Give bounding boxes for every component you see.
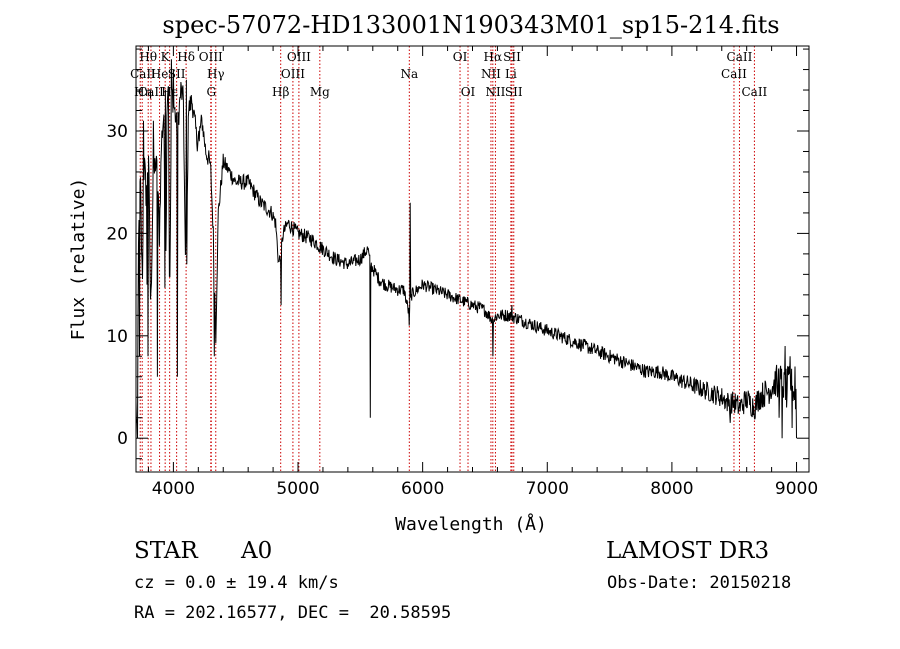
chart-title: spec-57072-HD133001N190343M01_sp15-214.f… [162, 11, 779, 39]
y-tick-label: 10 [106, 327, 128, 347]
line-label-Mg: Mg [310, 85, 330, 99]
line-label-N-II-a: NII [481, 67, 501, 81]
line-label-CaII-c: CaII [741, 85, 767, 99]
object-subclass: A0 [241, 538, 273, 564]
line-label-S-II-c: SII [505, 85, 523, 99]
y-axis-ticks: 0 10 20 30 [106, 48, 809, 460]
x-axis-ticks: 4000 5000 6000 7000 8000 9000 [147, 46, 818, 499]
line-label-Na: Na [400, 67, 418, 81]
line-label-O-III-b: OIII [287, 50, 311, 64]
line-label-O-I-b: OI [461, 85, 476, 99]
y-tick-label: 20 [106, 224, 128, 244]
line-label-H-gamma: Hγ [207, 67, 225, 81]
line-label-H-delta: Hδ [177, 50, 195, 64]
spectrum-line [135, 59, 797, 439]
line-label-N-II-b: NII [485, 85, 505, 99]
survey-name: LAMOST DR3 [606, 538, 770, 564]
line-label-G-band: G [206, 85, 216, 99]
line-label-O-I-a: OI [453, 50, 468, 64]
x-tick-label: 5000 [276, 479, 319, 499]
line-label-CaII-H: CaII [138, 85, 164, 99]
line-label-H-epsilon: Hε [161, 85, 178, 99]
line-label-CaII-a: CaII [727, 50, 753, 64]
observation-date: Obs-Date: 20150218 [607, 573, 792, 593]
coordinates: RA = 202.16577, DEC = 20.58595 [134, 603, 452, 623]
line-label-S-II-a: SII [168, 67, 186, 81]
line-label-CaII-K: CaII [130, 67, 156, 81]
spectral-line-markers [139, 46, 755, 472]
y-tick-label: 30 [106, 122, 128, 142]
line-label-He-I: He [151, 67, 169, 81]
object-class: STAR [134, 538, 198, 564]
x-tick-label: 4000 [152, 479, 195, 499]
redshift-value: cz = 0.0 ± 19.4 km/s [134, 573, 339, 593]
x-axis-label: Wavelength (Å) [395, 513, 547, 535]
line-label-CaII-b: CaII [721, 67, 747, 81]
x-tick-label: 7000 [526, 479, 569, 499]
line-label-Fe-K: K [161, 50, 171, 64]
x-tick-label: 8000 [650, 479, 693, 499]
y-axis-label: Flux (relative) [68, 178, 89, 341]
plot-frame [135, 45, 810, 473]
line-label-O-III-c: OIII [281, 67, 305, 81]
line-label-S-II-b: SII [503, 50, 521, 64]
line-label-O-III-a: OIII [199, 50, 223, 64]
line-label-H-eta: Hη [134, 85, 152, 99]
x-tick-label: 6000 [401, 479, 444, 499]
y-tick-label: 0 [117, 429, 128, 449]
x-tick-label: 9000 [775, 479, 818, 499]
line-label-Li: Li [505, 67, 517, 81]
line-label-H-beta: Hβ [272, 85, 289, 99]
line-label-H-alpha: Hα [484, 50, 503, 64]
line-label-H-theta: Hθ [139, 50, 157, 64]
